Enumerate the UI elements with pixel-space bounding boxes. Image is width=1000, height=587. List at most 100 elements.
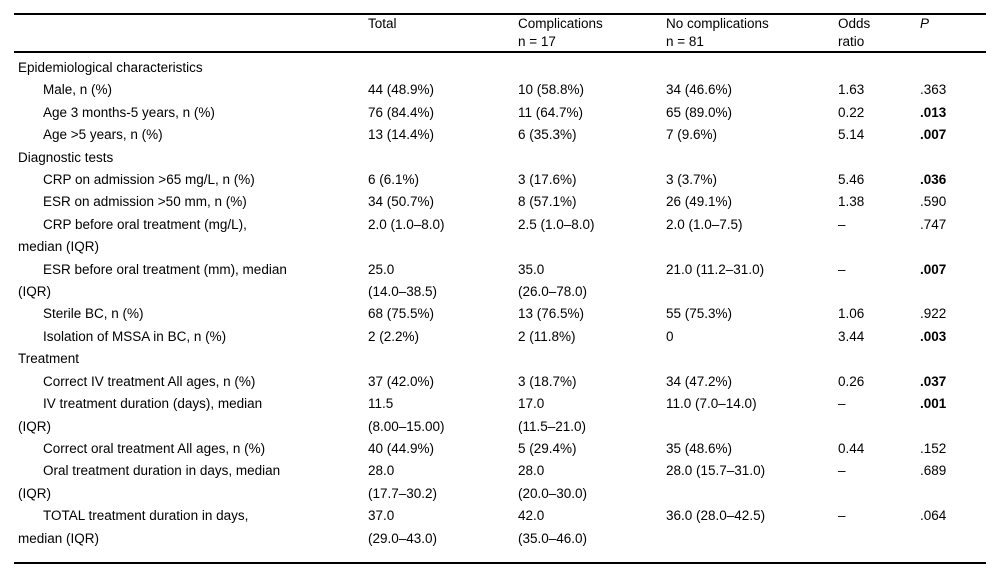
table-row: Correct IV treatment All ages, n (%) 37 …: [14, 371, 986, 393]
no-complications-value: 28.0 (15.7–31.0): [666, 463, 766, 479]
complications-value: 3 (17.6%): [518, 172, 577, 188]
row-label: ESR on admission >50 mm, n (%): [43, 194, 247, 210]
table-row: Male, n (%) 44 (48.9%) 10 (58.8%) 34 (46…: [14, 79, 986, 101]
total-value: 2 (2.2%): [368, 328, 420, 344]
no-complications-value: 7 (9.6%): [666, 127, 718, 143]
column-header-no-complications: No complications n = 81: [662, 14, 834, 53]
odds-ratio-value: 0.44: [838, 440, 865, 456]
table-row: IV treatment duration (days), median (IQ…: [14, 393, 986, 438]
odds-ratio-value: [834, 147, 916, 169]
p-value: .036: [920, 172, 947, 188]
complications-value: [514, 348, 662, 370]
p-value: .922: [920, 306, 947, 322]
odds-ratio-value: 3.44: [838, 328, 865, 344]
row-label: Age >5 years, n (%): [43, 127, 163, 143]
row-label: Diagnostic tests: [18, 149, 114, 165]
table-body: Epidemiological characteristics Male, n …: [14, 52, 986, 563]
column-header-total: Total: [364, 14, 514, 53]
odds-ratio-value: 1.38: [838, 194, 865, 210]
row-label: Sterile BC, n (%): [43, 306, 144, 322]
odds-ratio-value: 1.63: [838, 82, 865, 98]
p-value: .001: [920, 396, 947, 412]
no-complications-value: 3 (3.7%): [666, 172, 718, 188]
total-value: 13 (14.4%): [368, 127, 435, 143]
p-value: .064: [920, 508, 947, 524]
odds-ratio-value: –: [838, 261, 846, 277]
no-complications-value: 65 (89.0%): [666, 104, 733, 120]
complications-value: [514, 52, 662, 79]
no-complications-value: [662, 348, 834, 370]
complications-value: 8 (57.1%): [518, 194, 577, 210]
total-value: [364, 52, 514, 79]
no-complications-value: 35 (48.6%): [666, 440, 733, 456]
total-value: [364, 147, 514, 169]
complications-value: 13 (76.5%): [518, 306, 585, 322]
no-complications-value: 11.0 (7.0–14.0): [666, 396, 757, 412]
total-value: 44 (48.9%): [368, 82, 435, 98]
row-label: Correct oral treatment All ages, n (%): [43, 440, 266, 456]
row-label: CRP before oral treatment (mg/L), median…: [18, 216, 247, 255]
total-value: 34 (50.7%): [368, 194, 435, 210]
table-row: Isolation of MSSA in BC, n (%) 2 (2.2%) …: [14, 326, 986, 348]
column-header-odds-ratio: Odds ratio: [834, 14, 916, 53]
no-complications-value: [662, 147, 834, 169]
column-header-complications: Complications n = 17: [514, 14, 662, 53]
odds-ratio-value: –: [838, 508, 846, 524]
table-row: Oral treatment duration in days, median …: [14, 460, 986, 505]
no-complications-value: 2.0 (1.0–7.5): [666, 216, 743, 232]
no-complications-value: [662, 52, 834, 79]
odds-ratio-value: 0.22: [838, 104, 865, 120]
table-row: Age >5 years, n (%) 13 (14.4%) 6 (35.3%)…: [14, 124, 986, 146]
odds-ratio-value: [834, 348, 916, 370]
complications-value: 3 (18.7%): [518, 373, 577, 389]
p-value: .003: [920, 328, 947, 344]
row-label: Isolation of MSSA in BC, n (%): [43, 328, 227, 344]
total-value: 40 (44.9%): [368, 440, 435, 456]
complications-value: 11 (64.7%): [518, 104, 584, 120]
row-label: IV treatment duration (days), median (IQ…: [18, 396, 263, 434]
table-row: CRP before oral treatment (mg/L), median…: [14, 214, 986, 259]
total-value: 2.0 (1.0–8.0): [368, 216, 445, 232]
odds-ratio-value: 5.46: [838, 172, 865, 188]
p-value: .037: [920, 373, 947, 389]
total-value: 76 (84.4%): [368, 104, 435, 120]
p-value: [916, 52, 986, 79]
complications-value: 2.5 (1.0–8.0): [518, 216, 595, 232]
total-value: 6 (6.1%): [368, 172, 420, 188]
table-row: Age 3 months-5 years, n (%) 76 (84.4%) 1…: [14, 102, 986, 124]
table-header: Total Complications n = 17 No complicati…: [14, 14, 986, 53]
outcome-comparison-table: Total Complications n = 17 No complicati…: [14, 13, 986, 564]
row-label: Correct IV treatment All ages, n (%): [43, 373, 256, 389]
row-label: Treatment: [18, 351, 80, 367]
table-row: ESR on admission >50 mm, n (%) 34 (50.7%…: [14, 191, 986, 213]
section-row: Diagnostic tests: [14, 147, 986, 169]
row-label: CRP on admission >65 mg/L, n (%): [43, 172, 255, 188]
complications-value: 6 (35.3%): [518, 127, 577, 143]
p-value: .152: [920, 440, 947, 456]
row-label: Age 3 months-5 years, n (%): [43, 104, 215, 120]
total-value: 37.0 (29.0–43.0): [368, 508, 438, 546]
table-row: TOTAL treatment duration in days, median…: [14, 505, 986, 563]
p-value: .590: [920, 194, 947, 210]
total-value: 37 (42.0%): [368, 373, 435, 389]
total-value: 11.5 (8.00–15.00): [368, 396, 445, 434]
row-label: Epidemiological characteristics: [18, 60, 203, 75]
no-complications-value: 36.0 (28.0–42.5): [666, 508, 766, 524]
no-complications-value: 26 (49.1%): [666, 194, 733, 210]
odds-ratio-value: –: [838, 463, 846, 479]
total-value: [364, 348, 514, 370]
no-complications-value: 34 (46.6%): [666, 82, 733, 98]
row-label: ESR before oral treatment (mm), median (…: [18, 261, 287, 300]
p-value: .007: [920, 261, 947, 277]
odds-ratio-value: 1.06: [838, 306, 865, 322]
table-row: ESR before oral treatment (mm), median (…: [14, 259, 986, 304]
complications-value: 42.0 (35.0–46.0): [518, 508, 588, 546]
row-label: Male, n (%): [43, 82, 113, 98]
header-row: Total Complications n = 17 No complicati…: [14, 14, 986, 53]
odds-ratio-value: –: [838, 216, 846, 232]
p-value: .689: [920, 463, 947, 479]
row-label: Oral treatment duration in days, median …: [18, 463, 281, 501]
complications-value: 2 (11.8%): [518, 328, 576, 344]
odds-ratio-value: [834, 52, 916, 79]
